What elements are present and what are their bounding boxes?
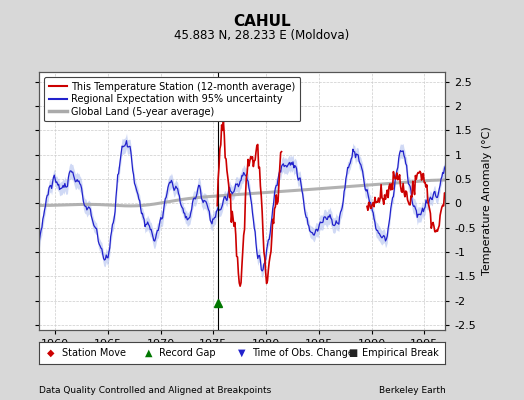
Legend: This Temperature Station (12-month average), Regional Expectation with 95% uncer: This Temperature Station (12-month avera… <box>44 77 300 122</box>
Text: Time of Obs. Change: Time of Obs. Change <box>253 348 354 358</box>
Y-axis label: Temperature Anomaly (°C): Temperature Anomaly (°C) <box>482 127 492 275</box>
Text: ▲: ▲ <box>145 348 152 358</box>
Text: CAHUL: CAHUL <box>233 14 291 29</box>
Text: Berkeley Earth: Berkeley Earth <box>379 386 445 395</box>
Text: ▼: ▼ <box>238 348 246 358</box>
Text: Record Gap: Record Gap <box>159 348 216 358</box>
Text: Data Quality Controlled and Aligned at Breakpoints: Data Quality Controlled and Aligned at B… <box>39 386 271 395</box>
Text: ■: ■ <box>348 348 357 358</box>
Text: ◆: ◆ <box>47 348 55 358</box>
Text: Station Move: Station Move <box>62 348 126 358</box>
Text: Empirical Break: Empirical Break <box>362 348 439 358</box>
Text: 45.883 N, 28.233 E (Moldova): 45.883 N, 28.233 E (Moldova) <box>174 29 350 42</box>
